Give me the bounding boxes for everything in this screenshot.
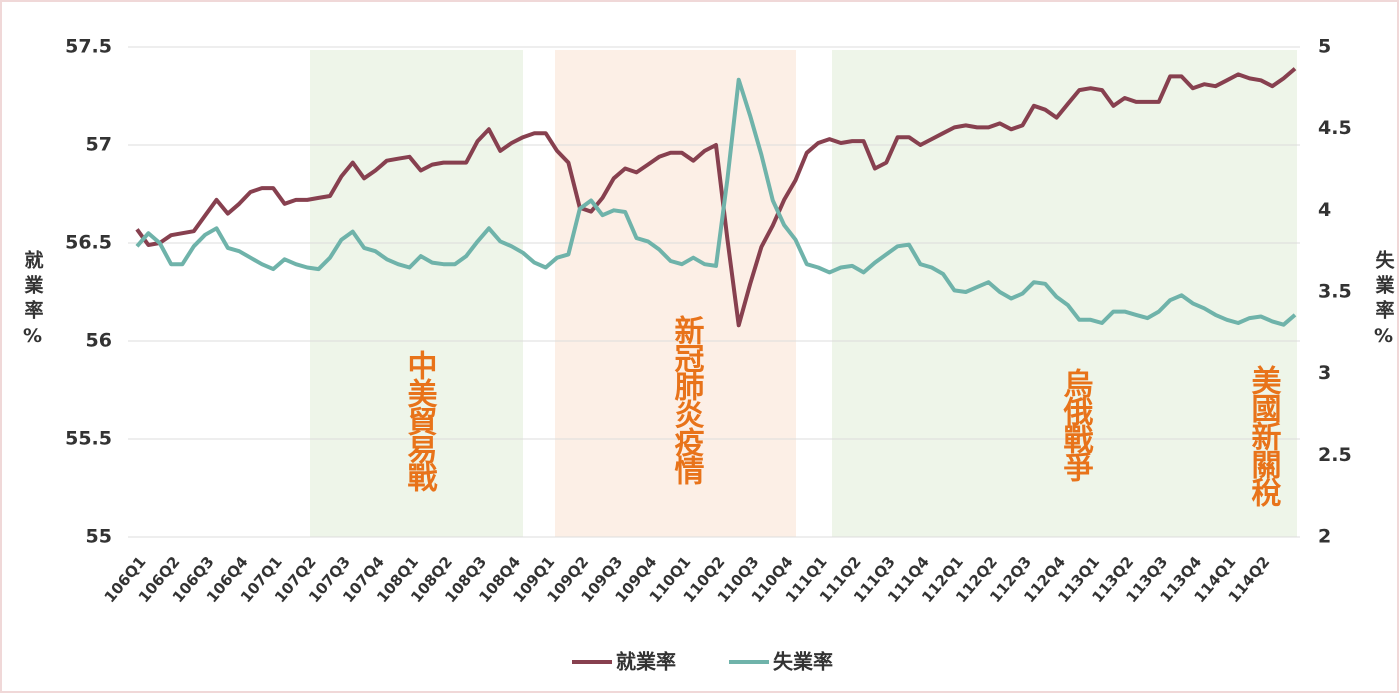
legend-label: 失業率 [773, 650, 833, 674]
y2-tick-label: 5 [1318, 36, 1331, 58]
y2-tick-label: 2.5 [1318, 444, 1352, 466]
y2-tick-label: 4 [1318, 199, 1331, 221]
y2-tick-label: 2 [1318, 526, 1331, 548]
y-tick-label: 56 [86, 330, 112, 352]
annotation: 烏俄戰爭 [1058, 368, 1095, 482]
y2-tick-label: 3.5 [1318, 281, 1352, 303]
y2-tick-label: 3 [1318, 362, 1331, 384]
y-tick-label: 57.5 [65, 36, 112, 58]
annotation: 中美貿易戰 [402, 350, 438, 492]
y-tick-label: 56.5 [65, 232, 112, 254]
annotation: 新冠肺炎疫情 [669, 315, 705, 485]
annotation: 美國新關稅 [1246, 364, 1282, 508]
series-line [135, 77, 1297, 327]
war-tariff-band [832, 50, 1297, 537]
y-tick-label: 57 [86, 134, 112, 156]
y2-axis-label: 失業率% [1373, 249, 1396, 353]
y-axis-label: 就業率% [22, 249, 45, 353]
legend-label: 就業率 [616, 650, 676, 674]
y-tick-label: 55 [86, 526, 112, 548]
series-line [135, 67, 1297, 328]
y-tick-label: 55.5 [65, 428, 112, 450]
y2-tick-label: 4.5 [1318, 117, 1352, 139]
